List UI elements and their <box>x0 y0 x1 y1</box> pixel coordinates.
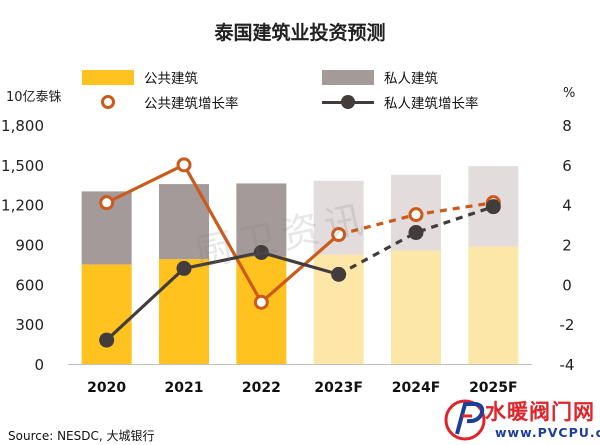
y-left-tick-label: 900 <box>15 237 44 255</box>
x-tick-label-2021: 2021 <box>165 380 204 396</box>
right-axis-unit: % <box>563 86 576 101</box>
y-left-tick-label: 0 <box>34 356 44 374</box>
source-note: Source: NESDC, 大城银行 <box>8 429 155 443</box>
line-solid-public-growth-ext <box>260 233 340 304</box>
legend-swatch-private-bar <box>322 69 374 85</box>
point-public-growth-2023F <box>331 227 347 243</box>
site-logo: 水暖阀门网 www.PVCPU.com <box>443 392 600 445</box>
y-left-tick-label: 1,800 <box>1 117 44 135</box>
point-private-growth-2020 <box>99 332 115 348</box>
y-right-tick-label: 6 <box>562 157 572 175</box>
point-public-growth-2024F <box>408 207 424 223</box>
legend-label-public-growth: 公共建筑增长率 <box>144 96 239 112</box>
chart-title: 泰国建筑业投资预测 <box>214 22 386 44</box>
y-left-tick-label: 600 <box>15 276 44 294</box>
legend-public-construction: 公共建筑 <box>82 67 198 87</box>
line-solid-private-growth-ext <box>260 250 340 276</box>
legend-private-construction: 私人建筑 <box>322 67 438 87</box>
point-public-growth-2020 <box>99 195 115 211</box>
x-tick-label-2022: 2022 <box>242 380 281 396</box>
logo-p-icon <box>444 399 486 441</box>
bar-private-2022 <box>236 183 287 257</box>
bar-public-2024F <box>391 250 441 364</box>
y-right-tick-label: 0 <box>562 276 572 294</box>
legend-label-private-growth: 私人建筑增长率 <box>384 96 479 112</box>
bar-public-2020 <box>81 264 132 364</box>
y-left-tick-label: 1,200 <box>1 197 44 215</box>
legend-swatch-public-bar <box>82 69 134 85</box>
y-left-tick-label: 1,500 <box>1 157 44 175</box>
y-right-tick-label: 8 <box>562 117 572 135</box>
legend-private-growth: 私人建筑增长率 <box>322 92 479 112</box>
x-tick-label-2025F: 2025F <box>469 380 518 396</box>
logo-name: 水暖阀门网 <box>485 400 595 424</box>
logo-url: www.PVCPU.com <box>495 425 600 440</box>
y-right-tick-label: -4 <box>560 356 575 374</box>
y-right-tick-label: -2 <box>560 316 575 334</box>
legend-public-growth: 公共建筑增长率 <box>82 92 239 112</box>
y-left-tick-label: 300 <box>15 316 44 334</box>
point-private-growth-2021 <box>176 260 192 276</box>
bar-public-2025F <box>468 246 519 364</box>
line-dashed-private-growth <box>337 205 494 276</box>
y-right-tick-label: 4 <box>562 197 572 215</box>
legend-label-private: 私人建筑 <box>384 71 438 87</box>
point-private-growth-2022 <box>253 244 269 260</box>
point-private-growth-2025F <box>485 199 501 215</box>
point-public-growth-2021 <box>176 157 192 173</box>
x-tick-label-2020: 2020 <box>87 380 126 396</box>
bar-public-2021 <box>159 259 209 364</box>
bar-private-2023F <box>313 180 364 255</box>
y-right-tick-label: 2 <box>562 237 572 255</box>
point-private-growth-2023F <box>331 266 347 282</box>
legend-swatch-private-line <box>322 94 374 110</box>
point-private-growth-2024F <box>408 225 424 241</box>
legend-label-public: 公共建筑 <box>144 71 198 87</box>
point-public-growth-2022 <box>253 294 269 310</box>
x-tick-label-2023F: 2023F <box>314 380 363 396</box>
left-axis-unit: 10亿泰铢 <box>6 90 62 105</box>
x-tick-label-2024F: 2024F <box>392 380 441 396</box>
legend-swatch-public-line <box>82 94 134 110</box>
